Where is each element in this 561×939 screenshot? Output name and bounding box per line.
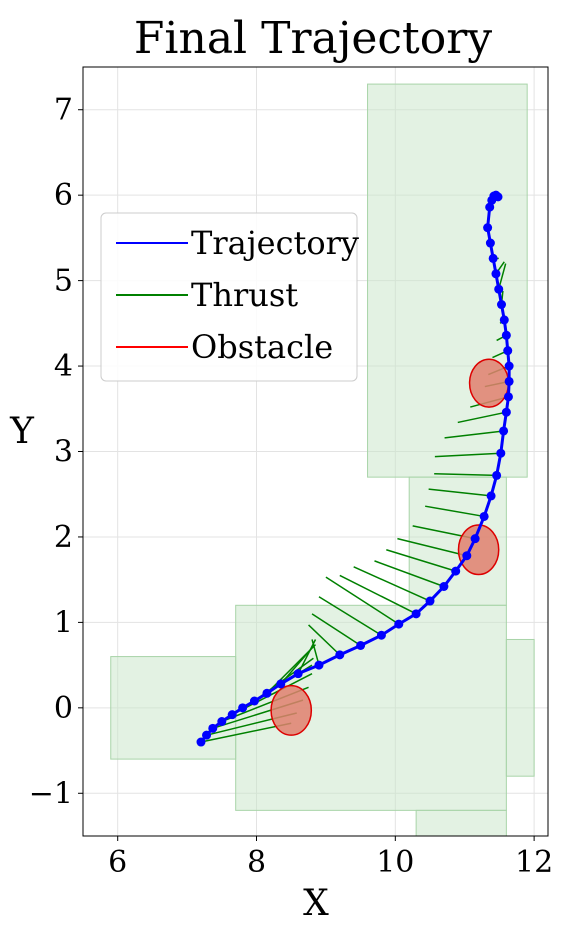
trajectory-point: [493, 192, 503, 202]
thrust-vector: [325, 576, 400, 625]
x-tick-label: 8: [247, 845, 266, 880]
trajectory-point: [503, 392, 513, 402]
trajectory-point: [411, 609, 421, 619]
trajectory-point: [501, 330, 511, 340]
safe-region: [505, 638, 535, 777]
trajectory-point: [196, 737, 206, 747]
thrust-vector: [308, 624, 341, 656]
thrust-vector: [386, 549, 456, 572]
y-tick-label: 0: [54, 691, 73, 726]
y-tick-label: 1: [54, 605, 73, 640]
trajectory-point: [504, 361, 514, 371]
y-tick-label: 6: [54, 178, 73, 213]
trajectory-point: [488, 253, 498, 263]
trajectory-point: [499, 315, 509, 325]
trajectory-point: [356, 640, 366, 650]
legend: Trajectory Thrust Obstacle: [100, 212, 359, 382]
y-tick-label: 5: [54, 264, 73, 299]
y-tick-label: 7: [54, 93, 73, 128]
trajectory-point: [504, 376, 514, 386]
trajectory-point: [238, 703, 248, 713]
trajectory-point: [217, 717, 227, 727]
trajectory-point: [483, 223, 493, 233]
thrust-vector: [374, 560, 445, 588]
thrust-vector: [280, 647, 313, 685]
trajectory-point: [462, 551, 472, 561]
thrust-vector: [434, 472, 497, 477]
legend-label: Obstacle: [191, 328, 333, 366]
thrust-vector: [457, 411, 507, 424]
thrust-vector: [434, 452, 501, 458]
trajectory-point: [376, 630, 386, 640]
trajectory-point: [293, 669, 303, 679]
trajectory-point: [485, 238, 495, 248]
y-tick-label: 2: [54, 520, 73, 555]
trajectory-point: [439, 582, 449, 592]
thrust-vector: [444, 430, 504, 439]
x-tick-label: 6: [108, 845, 127, 880]
thrust-vector: [297, 639, 317, 674]
trajectory-point: [486, 491, 496, 501]
safe-region: [367, 83, 528, 478]
obstacle: [270, 684, 313, 736]
x-tick-label: 10: [376, 845, 414, 880]
thrust-vector: [353, 566, 431, 602]
trajectory-point: [202, 730, 212, 740]
chart-title: Final Trajectory: [134, 13, 492, 64]
x-axis-label: X: [303, 883, 329, 924]
trajectory-point: [479, 511, 489, 521]
obstacle: [468, 358, 510, 408]
trajectory-point: [492, 470, 502, 480]
trajectory-point: [425, 596, 435, 606]
y-tick-label: −1: [29, 776, 73, 811]
y-axis-label: Y: [9, 411, 35, 452]
trajectory-point: [491, 269, 501, 279]
trajectory-point: [470, 534, 480, 544]
thrust-vector: [318, 596, 382, 636]
trajectory-point: [249, 696, 259, 706]
thrust-vector: [428, 488, 492, 497]
trajectory-point: [227, 710, 237, 720]
legend-label: Thrust: [191, 276, 298, 314]
trajectory-point: [262, 688, 272, 698]
thrust-vector: [311, 613, 362, 647]
trajectory-point: [501, 407, 511, 417]
y-tick-label: 3: [54, 435, 73, 470]
trajectory-point: [503, 346, 513, 356]
trajectory-point: [451, 566, 461, 576]
y-tick-label: 4: [54, 349, 73, 384]
trajectory-point: [314, 660, 324, 670]
thrust-vector: [425, 505, 485, 518]
trajectory-point: [485, 202, 495, 212]
obstacle: [457, 524, 500, 576]
trajectory-point: [499, 426, 509, 436]
legend-label: Trajectory: [191, 224, 359, 262]
safe-region: [110, 656, 237, 760]
trajectory-point: [335, 650, 345, 660]
trajectory-point: [494, 284, 504, 294]
legend-box: [100, 212, 358, 382]
thrust-vector: [339, 574, 417, 615]
plot-content: [83, 67, 548, 836]
trajectory-point: [276, 679, 286, 689]
thrust-vector: [397, 537, 467, 557]
x-tick-label: 12: [515, 845, 553, 880]
trajectory-point: [394, 619, 404, 629]
trajectory-point: [497, 300, 506, 310]
trajectory-point: [496, 448, 506, 458]
safe-region: [415, 809, 507, 836]
trajectory-point: [208, 723, 218, 733]
